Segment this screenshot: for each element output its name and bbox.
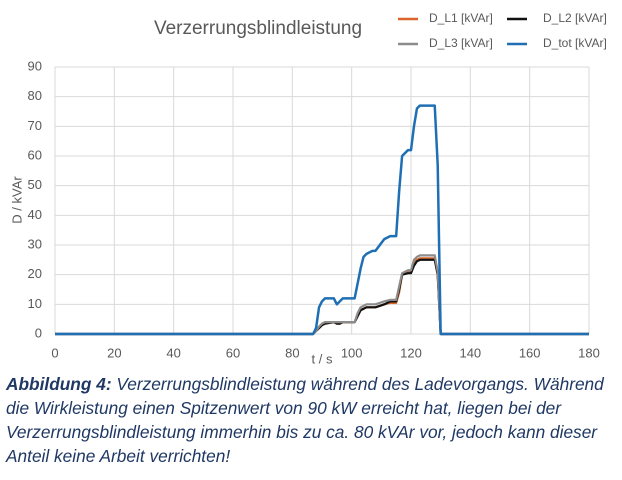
x-tick-label: 140 — [459, 345, 481, 360]
legend-label: D_tot [kVAr] — [543, 36, 607, 50]
x-tick-label: 100 — [341, 345, 363, 360]
x-axis-label: t / s — [312, 351, 333, 366]
chart: Verzerrungsblindleistung t / s D / kVAr … — [9, 11, 607, 366]
legend-label: D_L3 [kVAr] — [429, 36, 493, 50]
y-tick-label: 80 — [28, 88, 42, 103]
y-tick-label: 50 — [28, 177, 42, 192]
y-tick-label: 10 — [28, 296, 42, 311]
series-line — [55, 254, 589, 336]
series-line — [55, 104, 589, 336]
y-tick-label: 0 — [35, 325, 42, 340]
caption-text: Verzerrungsblindleistung während des Lad… — [6, 374, 604, 466]
caption: Abbildung 4: Verzerrungsblindleistung wä… — [6, 372, 618, 468]
y-tick-label: 20 — [28, 266, 42, 281]
x-tick-label: 180 — [578, 345, 600, 360]
legend-label: D_L2 [kVAr] — [543, 11, 607, 25]
y-axis-label: D / kVAr — [9, 176, 24, 224]
x-tick-label: 40 — [166, 345, 180, 360]
series-line — [55, 258, 589, 336]
chart-title: Verzerrungsblindleistung — [154, 18, 362, 39]
x-tick-label: 160 — [519, 345, 541, 360]
x-tick-label: 60 — [226, 345, 240, 360]
y-tick-label: 60 — [28, 147, 42, 162]
caption-label: Abbildung 4: — [6, 374, 112, 394]
y-tick-label: 90 — [28, 58, 42, 73]
legend-label: D_L1 [kVAr] — [429, 11, 493, 25]
x-tick-label: 0 — [51, 345, 58, 360]
y-tick-label: 40 — [28, 207, 42, 222]
x-tick-label: 120 — [400, 345, 422, 360]
y-tick-label: 70 — [28, 118, 42, 133]
y-tick-label: 30 — [28, 236, 42, 251]
x-tick-label: 20 — [107, 345, 121, 360]
x-tick-label: 80 — [285, 345, 299, 360]
